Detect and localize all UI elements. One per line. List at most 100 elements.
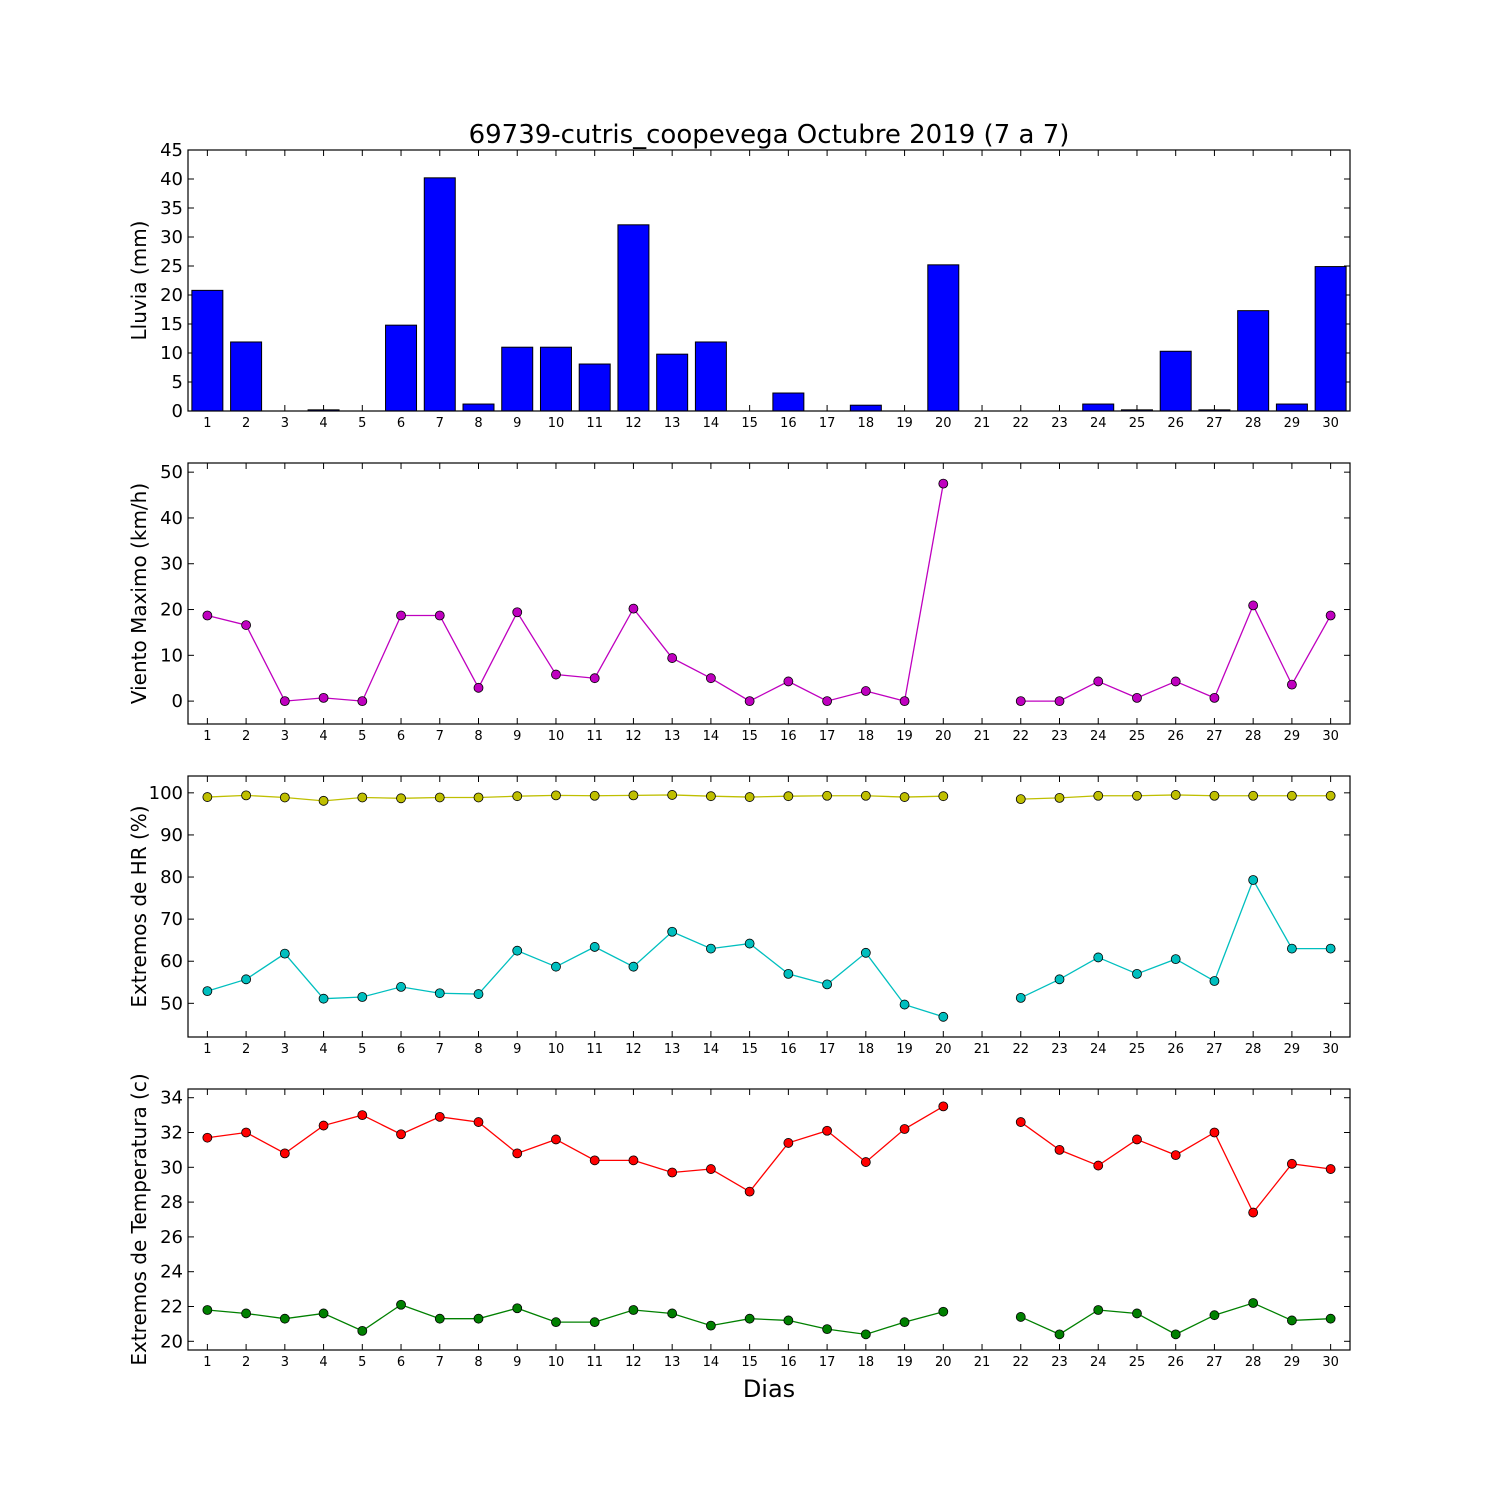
data-point — [860, 1329, 871, 1340]
data-point — [1093, 676, 1104, 687]
x-tick-label: 9 — [513, 729, 521, 744]
x-tick-label: 27 — [1206, 1042, 1223, 1057]
x-tick-label: 8 — [474, 1042, 482, 1057]
data-point — [1054, 696, 1065, 707]
data-point — [1132, 1308, 1142, 1319]
data-point — [318, 1308, 329, 1319]
x-tick-label: 4 — [319, 416, 327, 431]
data-point — [512, 791, 523, 802]
x-tick-label: 15 — [741, 416, 758, 431]
bar — [539, 346, 572, 412]
data-point — [783, 968, 794, 979]
y-tick-label: 70 — [160, 909, 183, 930]
data-point — [396, 1299, 406, 1310]
data-point — [938, 1101, 949, 1112]
data-point — [1209, 1310, 1220, 1321]
data-point — [318, 1120, 329, 1131]
data-point — [667, 1167, 678, 1178]
x-tick-label: 6 — [397, 416, 405, 431]
x-tick-label: 30 — [1322, 1355, 1339, 1370]
x-tick-label: 23 — [1051, 729, 1068, 744]
data-point — [357, 696, 368, 707]
bar — [578, 363, 611, 412]
x-tick-label: 22 — [1012, 1042, 1029, 1057]
x-tick-label: 28 — [1245, 1355, 1262, 1370]
bar — [423, 177, 456, 412]
x-tick-label: 27 — [1206, 729, 1223, 744]
y-tick-label: 20 — [160, 285, 183, 306]
x-tick-label: 27 — [1206, 416, 1223, 431]
data-point — [1287, 1158, 1297, 1169]
y-tick-label: 50 — [160, 462, 183, 483]
y-tick-label: 15 — [160, 314, 183, 335]
data-point — [667, 926, 678, 937]
data-point — [822, 790, 832, 801]
x-tick-label: 5 — [358, 416, 366, 431]
x-tick-label: 21 — [974, 1042, 991, 1057]
x-tick-label: 23 — [1051, 416, 1068, 431]
x-tick-label: 23 — [1051, 1042, 1068, 1057]
data-point — [822, 1324, 832, 1335]
data-point — [1054, 1329, 1065, 1340]
x-tick-label: 13 — [664, 416, 681, 431]
x-tick-label: 19 — [896, 729, 913, 744]
y-tick-label: 0 — [172, 691, 183, 712]
data-point — [1248, 790, 1259, 801]
x-tick-label: 11 — [586, 1355, 603, 1370]
x-tick-label: 5 — [358, 1355, 366, 1370]
y-tick-label: 30 — [160, 554, 183, 575]
series-line — [207, 794, 944, 802]
data-point — [1093, 790, 1104, 801]
data-point — [1209, 1127, 1220, 1138]
x-tick-label: 20 — [935, 729, 952, 744]
data-point — [589, 1317, 600, 1328]
data-point — [551, 790, 561, 801]
x-tick-label: 26 — [1167, 1355, 1184, 1370]
data-point — [1132, 1134, 1142, 1145]
y-tick-label: 20 — [160, 600, 183, 621]
x-tick-label: 20 — [935, 1355, 952, 1370]
x-tick-label: 14 — [703, 1355, 720, 1370]
bar — [694, 341, 727, 412]
x-tick-label: 13 — [664, 1355, 681, 1370]
data-point — [589, 790, 600, 801]
data-point — [551, 669, 561, 680]
x-tick-label: 10 — [548, 1042, 565, 1057]
x-tick-label: 15 — [741, 1042, 758, 1057]
data-point — [241, 1308, 252, 1319]
y-tick-label: 50 — [160, 993, 183, 1014]
data-point — [1015, 696, 1026, 707]
y-axis-label: Viento Maximo (km/h) — [127, 483, 151, 704]
x-tick-label: 13 — [664, 729, 681, 744]
data-point — [357, 1110, 368, 1120]
data-point — [357, 792, 368, 803]
data-point — [938, 1306, 949, 1317]
series-line — [1020, 1121, 1331, 1214]
y-tick-label: 30 — [160, 1157, 183, 1178]
data-point — [434, 1111, 445, 1122]
data-point — [551, 1317, 561, 1328]
data-point — [1132, 693, 1142, 703]
x-tick-label: 22 — [1012, 1355, 1029, 1370]
y-tick-label: 30 — [160, 227, 183, 248]
data-point — [202, 610, 213, 621]
x-tick-label: 2 — [242, 729, 250, 744]
data-point — [1132, 968, 1142, 979]
data-point — [396, 793, 406, 804]
x-tick-label: 1 — [203, 729, 211, 744]
series-line — [1020, 878, 1331, 999]
data-point — [1248, 1207, 1259, 1218]
data-point — [589, 673, 600, 684]
data-point — [783, 791, 794, 802]
y-tick-label: 60 — [160, 951, 183, 972]
x-tick-label: 30 — [1322, 416, 1339, 431]
x-tick-label: 24 — [1090, 416, 1107, 431]
x-tick-label: 1 — [203, 1042, 211, 1057]
data-point — [434, 792, 445, 803]
plot-frame — [187, 1088, 1351, 1351]
x-tick-label: 19 — [896, 416, 913, 431]
data-point — [706, 943, 716, 954]
y-axis-label: Extremos de Temperatura (c) — [127, 1073, 151, 1365]
bar — [462, 403, 495, 412]
